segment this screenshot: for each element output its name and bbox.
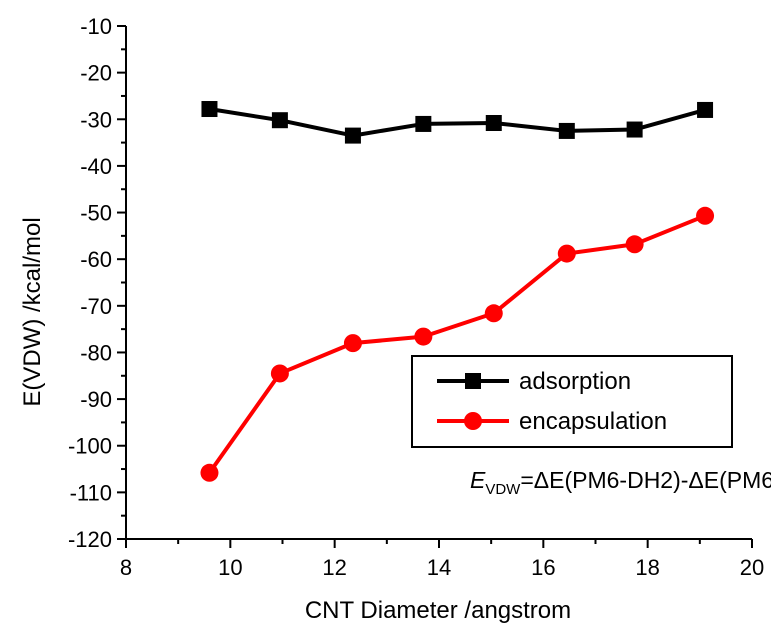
legend-label-adsorption: adsorption (519, 368, 631, 395)
x-tick-label: 12 (322, 555, 346, 580)
y-tick-label: -110 (70, 480, 112, 505)
y-axis-title: E(VDW) /kcal/mol (19, 217, 46, 406)
legend: adsorption encapsulation (411, 355, 733, 448)
legend-label-encapsulation: encapsulation (519, 408, 667, 435)
y-tick-label: -40 (80, 154, 112, 179)
x-tick-label: 16 (531, 555, 555, 580)
data-point-adsorption (697, 101, 714, 118)
y-tick-label: -70 (80, 294, 112, 319)
data-point-adsorption (485, 115, 502, 132)
y-tick-label: -50 (80, 201, 112, 226)
tick-labels: 8 10 12 14 16 18 20 -10 -20 -30 -40 -50 -60 -70 -80 -90… (68, 14, 764, 580)
y-tick-label: -30 (80, 107, 112, 132)
data-point-adsorption (344, 127, 361, 144)
data-point-encapsulation (343, 334, 362, 353)
data-point-adsorption (201, 101, 218, 118)
x-axis-title: CNT Diameter /angstrom (305, 597, 571, 624)
formula-rest: =ΔE(PM6-DH2)-ΔE(PM6) (520, 467, 771, 493)
x-tick-label: 18 (635, 555, 659, 580)
data-point-adsorption (626, 121, 643, 138)
series-line-encapsulation (207, 213, 706, 474)
y-tick-label: -100 (68, 434, 112, 459)
formula-symbol: E (470, 467, 486, 493)
data-point-encapsulation (625, 235, 644, 254)
data-point-encapsulation (557, 244, 576, 263)
series-group (200, 101, 715, 482)
x-tick-label: 10 (218, 555, 242, 580)
y-tick-label: -20 (80, 61, 112, 86)
x-tick-label: 14 (427, 555, 451, 580)
y-tick-label: -120 (68, 527, 112, 552)
legend-box (411, 355, 733, 448)
data-point-adsorption (558, 122, 575, 139)
data-point-adsorption (271, 112, 288, 129)
formula-subscript: VDW (485, 481, 521, 498)
x-tick-label: 20 (740, 555, 764, 580)
y-tick-label: -80 (80, 340, 112, 365)
legend-marker-encapsulation (464, 412, 482, 430)
series-line-adsorption (209, 107, 706, 138)
data-point-encapsulation (696, 206, 715, 225)
data-point-encapsulation (484, 304, 503, 323)
y-tick-label: -90 (80, 387, 112, 412)
axes (125, 26, 752, 540)
data-point-encapsulation (270, 364, 289, 383)
data-point-encapsulation (200, 463, 219, 482)
x-tick-label: 8 (120, 555, 132, 580)
data-point-encapsulation (414, 327, 433, 346)
y-tick-label: -10 (80, 14, 112, 39)
y-tick-label: -60 (80, 247, 112, 272)
data-point-adsorption (415, 115, 432, 132)
legend-marker-adsorption (465, 373, 481, 389)
tick-marks (117, 25, 753, 548)
formula-annotation: EVDW=ΔE(PM6-DH2)-ΔE(PM6) (470, 467, 771, 498)
